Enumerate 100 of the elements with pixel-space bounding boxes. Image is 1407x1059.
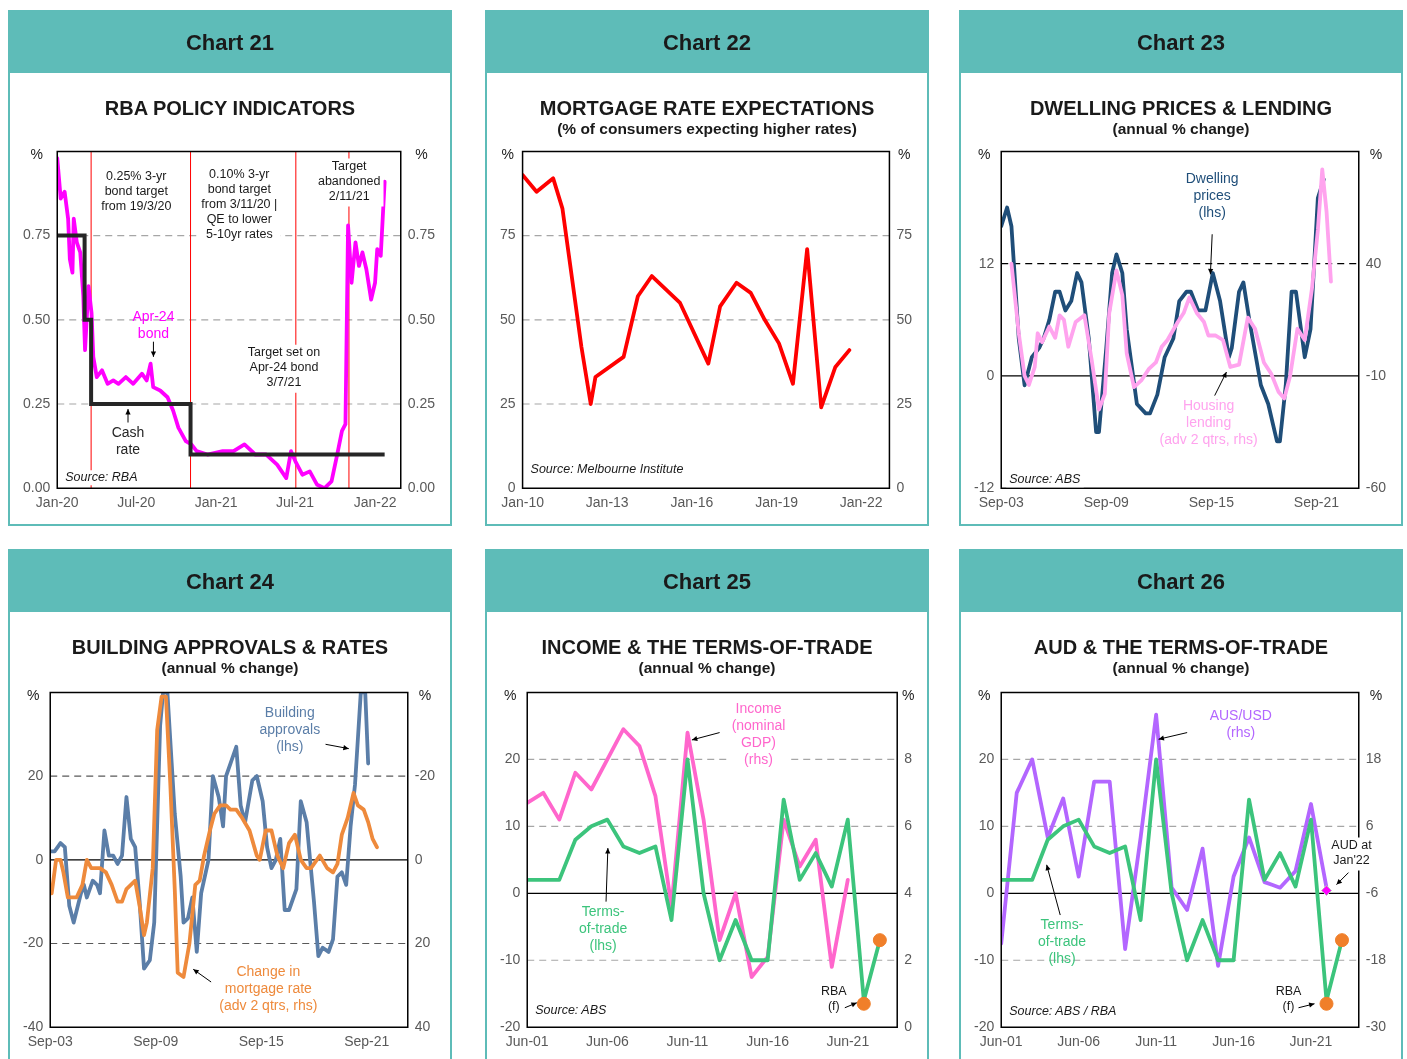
x-tick-label: Jan-20 [35,494,79,511]
y2-axis-title: % [418,687,432,704]
y-tick-label: 0 [986,366,995,383]
y-tick-label: 50 [499,310,516,327]
y-tick-label: 20 [27,766,44,783]
y-axis-title: % [977,687,991,704]
annotation: Source: ABS [1009,472,1081,487]
y2-tick-label: -10 [1365,366,1387,383]
y2-tick-label: 0.50 [407,310,436,327]
y2-tick-label: 50 [896,310,913,327]
caption: Chart 23 [961,12,1401,73]
series-label: Building approvals (lhs) [259,703,321,754]
ref-line-label: Target set on Apr-24 bond 3/7/21 [247,345,321,390]
chart-title: INCOME & THE TERMS-OF-TRADE [540,635,874,659]
y-tick-label: 20 [504,750,521,767]
y-tick-label: 12 [978,254,995,271]
x-tick-label: Sep-21 [344,1033,390,1050]
ref-line-label: 0.10% 3-yr bond target from 3/11/20 | QE to lower 5-10yr rates [201,166,278,241]
text: Terms-of-trade (lhs) [578,902,628,953]
text: Dwelling prices (lhs) [1185,170,1239,221]
y2-tick-label: 0 [414,850,423,867]
chart-subtitle: (annual % change) [1111,659,1251,677]
annotation: AUD at Jan'22 [1331,838,1373,868]
x-tick-label: Jun-06 [585,1033,629,1050]
y-tick-label: 0 [507,479,516,496]
x-tick-label: Sep-03 [978,494,1025,511]
y2-tick-label: 6 [904,817,913,834]
y2-tick-label: -20 [414,766,436,783]
y2-tick-label: 75 [896,226,913,243]
text: Income (nominal GDP) (rhs) [731,700,786,768]
x-tick-label: Jan-21 [194,494,238,511]
y2-tick-label: -30 [1365,1018,1387,1035]
y-tick-label: -20 [974,1018,995,1035]
chart-title: MORTGAGE RATE EXPECTATIONS [538,96,876,120]
annotation: RBA (f) [820,984,848,1014]
y2-tick-label: 2 [904,951,913,968]
series-label: Housing lending (adv 2 qtrs, rhs) [1159,396,1258,447]
y2-tick-label: 20 [414,934,431,951]
caption: Chart 24 [10,551,450,612]
x-tick-label: Sep-09 [1083,494,1130,511]
y-tick-label: 10 [504,817,521,834]
y2-tick-label: 40 [414,1018,431,1035]
series-label: Cash rate [111,423,145,457]
y-axis-title: % [26,687,40,704]
x-tick-label: Jun-21 [1289,1033,1333,1050]
y-tick-label: -10 [974,951,995,968]
chart-title: BUILDING APPROVALS & RATES [70,635,390,659]
text: AUS/USD (rhs) [1209,707,1272,740]
x-tick-label: Sep-15 [1188,494,1235,511]
ref-line-label: 0.25% 3-yr bond target from 19/3/20 [101,168,172,213]
x-tick-label: Jan-10 [501,494,545,511]
chart-title: DWELLING PRICES & LENDING [1028,96,1334,120]
x-tick-label: Jan-22 [839,494,883,511]
text: Apr-24 bond [132,307,175,341]
chart-subtitle: (annual % change) [1111,120,1251,138]
y2-axis-title: % [1369,146,1383,163]
y2-tick-label: 6 [1365,817,1374,834]
chart-title: RBA POLICY INDICATORS [103,96,357,120]
annotation: Source: ABS [535,1003,607,1018]
y-tick-label: 0.25 [23,394,51,411]
y2-axis-title: % [1369,687,1383,704]
y-tick-label: 10 [978,817,995,834]
x-tick-label: Jun-21 [826,1033,870,1050]
y-tick-label: 0 [986,884,995,901]
x-tick-label: Sep-09 [133,1033,179,1050]
y-tick-label: 20 [978,750,995,767]
y-tick-label: 25 [499,394,516,411]
x-tick-label: Jun-11 [666,1033,709,1050]
annotation: RBA (f) [1275,984,1303,1014]
y2-tick-label: 0.00 [407,479,436,496]
y2-tick-label: 4 [904,884,913,901]
y-axis-title: % [503,687,517,704]
y2-tick-label: 0.25 [407,394,436,411]
x-tick-label: Jun-16 [746,1033,790,1050]
x-tick-label: Jan-22 [353,494,397,511]
chart-subtitle: (% of consumers expecting higher rates) [556,120,858,138]
x-tick-label: Jun-16 [1212,1033,1256,1050]
y2-axis-title: % [897,146,911,163]
y2-tick-label: -6 [1365,884,1379,901]
text: Change in mortgage rate (adv 2 qtrs, rhs) [219,963,318,1014]
y2-axis-title: % [901,687,915,704]
y2-tick-label: 8 [904,750,913,767]
chart-title: AUD & THE TERMS-OF-TRADE [1032,635,1330,659]
x-tick-label: Jun-11 [1135,1033,1178,1050]
y-tick-label: 0 [35,850,44,867]
y-tick-label: 0.00 [23,479,51,496]
x-tick-label: Sep-15 [238,1033,285,1050]
y-tick-label: 0 [512,884,521,901]
x-tick-label: Jul-20 [117,494,156,511]
text: Terms-of-trade (lhs) [1037,916,1087,967]
annotation: Source: RBA [65,470,138,485]
annotation: Source: Melbourne Institute [530,462,684,477]
y2-tick-label: 25 [896,394,913,411]
y-tick-label: -20 [23,934,44,951]
caption: Chart 21 [10,12,450,73]
y-tick-label: -12 [974,479,995,496]
y2-tick-label: 40 [1365,254,1382,271]
y2-tick-label: 18 [1365,750,1382,767]
y-tick-label: -40 [23,1018,44,1035]
x-tick-label: Jan-13 [585,494,629,511]
